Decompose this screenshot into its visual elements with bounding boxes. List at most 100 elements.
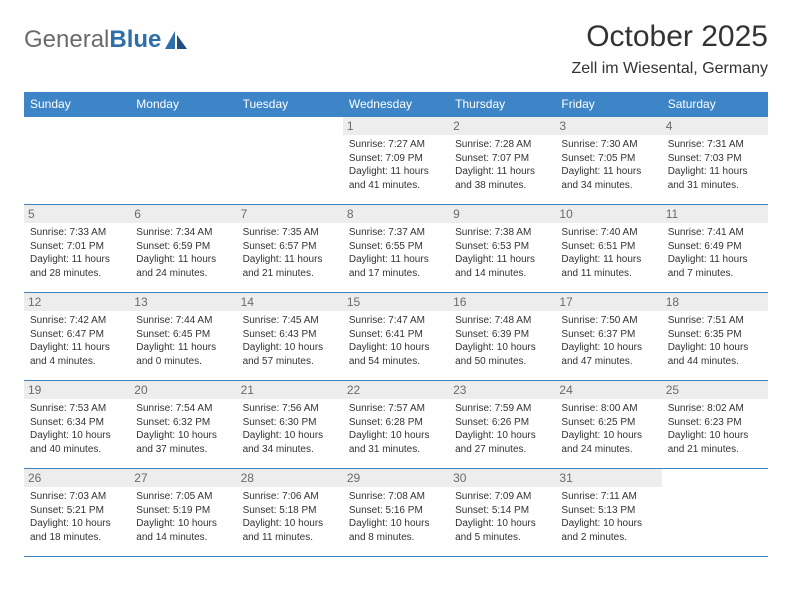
weekday-header: Friday [555, 92, 661, 117]
calendar-body: 1 Sunrise: 7:27 AMSunset: 7:09 PMDaylight… [24, 117, 768, 557]
day-info: Sunrise: 7:45 AMSunset: 6:43 PMDaylight:… [243, 314, 337, 368]
daylight-line: Daylight: 10 hours and 2 minutes. [561, 517, 655, 544]
day-info: Sunrise: 7:06 AMSunset: 5:18 PMDaylight:… [243, 490, 337, 544]
daylight-line: Daylight: 10 hours and 40 minutes. [30, 429, 124, 456]
day-number: 28 [237, 469, 343, 487]
sunset-line: Sunset: 5:13 PM [561, 504, 655, 518]
day-number: 12 [24, 293, 130, 311]
sunset-line: Sunset: 5:21 PM [30, 504, 124, 518]
daylight-line: Daylight: 11 hours and 21 minutes. [243, 253, 337, 280]
sunrise-line: Sunrise: 7:54 AM [136, 402, 230, 416]
day-info: Sunrise: 7:03 AMSunset: 5:21 PMDaylight:… [30, 490, 124, 544]
day-info: Sunrise: 7:44 AMSunset: 6:45 PMDaylight:… [136, 314, 230, 368]
title-block: October 2025 Zell im Wiesental, Germany [572, 20, 769, 78]
daylight-line: Daylight: 11 hours and 34 minutes. [561, 165, 655, 192]
sunrise-line: Sunrise: 7:41 AM [668, 226, 762, 240]
day-number: 27 [130, 469, 236, 487]
sunset-line: Sunset: 6:51 PM [561, 240, 655, 254]
calendar-day-cell: 7Sunrise: 7:35 AMSunset: 6:57 PMDaylight… [237, 205, 343, 293]
sunrise-line: Sunrise: 7:53 AM [30, 402, 124, 416]
day-number: 29 [343, 469, 449, 487]
sunset-line: Sunset: 6:34 PM [30, 416, 124, 430]
calendar-day-cell: 14Sunrise: 7:45 AMSunset: 6:43 PMDayligh… [237, 293, 343, 381]
sunrise-line: Sunrise: 7:50 AM [561, 314, 655, 328]
day-info: Sunrise: 7:57 AMSunset: 6:28 PMDaylight:… [349, 402, 443, 456]
daylight-line: Daylight: 11 hours and 4 minutes. [30, 341, 124, 368]
sunset-line: Sunset: 6:41 PM [349, 328, 443, 342]
daylight-line: Daylight: 10 hours and 31 minutes. [349, 429, 443, 456]
day-number: 21 [237, 381, 343, 399]
sunrise-line: Sunrise: 7:38 AM [455, 226, 549, 240]
day-info: Sunrise: 7:51 AMSunset: 6:35 PMDaylight:… [668, 314, 762, 368]
sunset-line: Sunset: 5:19 PM [136, 504, 230, 518]
sunset-line: Sunset: 6:28 PM [349, 416, 443, 430]
day-number-empty [237, 117, 343, 135]
day-info: Sunrise: 7:47 AMSunset: 6:41 PMDaylight:… [349, 314, 443, 368]
daylight-line: Daylight: 11 hours and 41 minutes. [349, 165, 443, 192]
calendar-day-cell: 21Sunrise: 7:56 AMSunset: 6:30 PMDayligh… [237, 381, 343, 469]
calendar-day-cell: 16Sunrise: 7:48 AMSunset: 6:39 PMDayligh… [449, 293, 555, 381]
day-info: Sunrise: 7:09 AMSunset: 5:14 PMDaylight:… [455, 490, 549, 544]
day-number: 25 [662, 381, 768, 399]
sunrise-line: Sunrise: 7:37 AM [349, 226, 443, 240]
day-number: 5 [24, 205, 130, 223]
calendar-day-cell: 1 Sunrise: 7:27 AMSunset: 7:09 PMDaylight… [343, 117, 449, 205]
sunset-line: Sunset: 6:55 PM [349, 240, 443, 254]
daylight-line: Daylight: 10 hours and 8 minutes. [349, 517, 443, 544]
sunset-line: Sunset: 6:25 PM [561, 416, 655, 430]
sunset-line: Sunset: 6:39 PM [455, 328, 549, 342]
daylight-line: Daylight: 10 hours and 50 minutes. [455, 341, 549, 368]
day-info: Sunrise: 7:28 AMSunset: 7:07 PMDaylight:… [455, 138, 549, 192]
day-info: Sunrise: 7:08 AMSunset: 5:16 PMDaylight:… [349, 490, 443, 544]
day-number: 8 [343, 205, 449, 223]
day-info: Sunrise: 7:38 AMSunset: 6:53 PMDaylight:… [455, 226, 549, 280]
sunrise-line: Sunrise: 7:05 AM [136, 490, 230, 504]
sunrise-line: Sunrise: 7:27 AM [349, 138, 443, 152]
logo-text: GeneralBlue [24, 26, 161, 54]
day-number: 26 [24, 469, 130, 487]
daylight-line: Daylight: 11 hours and 28 minutes. [30, 253, 124, 280]
weekday-header: Wednesday [343, 92, 449, 117]
sunrise-line: Sunrise: 7:48 AM [455, 314, 549, 328]
sunset-line: Sunset: 6:57 PM [243, 240, 337, 254]
day-number: 18 [662, 293, 768, 311]
calendar-day-cell [130, 117, 236, 205]
weekday-header: Saturday [662, 92, 768, 117]
sunrise-line: Sunrise: 8:02 AM [668, 402, 762, 416]
month-title: October 2025 [572, 20, 769, 54]
day-info: Sunrise: 7:27 AMSunset: 7:09 PMDaylight:… [349, 138, 443, 192]
day-info: Sunrise: 8:00 AMSunset: 6:25 PMDaylight:… [561, 402, 655, 456]
sunrise-line: Sunrise: 7:51 AM [668, 314, 762, 328]
calendar-day-cell: 22Sunrise: 7:57 AMSunset: 6:28 PMDayligh… [343, 381, 449, 469]
weekday-header-row: Sunday Monday Tuesday Wednesday Thursday… [24, 92, 768, 117]
calendar-day-cell: 29 Sunrise: 7:08 AMSunset: 5:16 PMDayligh… [343, 469, 449, 557]
header: GeneralBlue October 2025 Zell im Wiesent… [24, 20, 768, 78]
sunrise-line: Sunrise: 8:00 AM [561, 402, 655, 416]
sunrise-line: Sunrise: 7:09 AM [455, 490, 549, 504]
day-number: 1 [343, 117, 449, 135]
calendar-day-cell: 6Sunrise: 7:34 AMSunset: 6:59 PMDaylight… [130, 205, 236, 293]
calendar-day-cell [662, 469, 768, 557]
daylight-line: Daylight: 11 hours and 31 minutes. [668, 165, 762, 192]
day-number-empty [130, 117, 236, 135]
daylight-line: Daylight: 10 hours and 37 minutes. [136, 429, 230, 456]
calendar-week-row: 1 Sunrise: 7:27 AMSunset: 7:09 PMDaylight… [24, 117, 768, 205]
daylight-line: Daylight: 10 hours and 54 minutes. [349, 341, 443, 368]
calendar-day-cell: 30Sunrise: 7:09 AMSunset: 5:14 PMDayligh… [449, 469, 555, 557]
sunset-line: Sunset: 6:45 PM [136, 328, 230, 342]
calendar-week-row: 5Sunrise: 7:33 AMSunset: 7:01 PMDaylight… [24, 205, 768, 293]
daylight-line: Daylight: 11 hours and 38 minutes. [455, 165, 549, 192]
daylight-line: Daylight: 10 hours and 5 minutes. [455, 517, 549, 544]
calendar-day-cell: 13Sunrise: 7:44 AMSunset: 6:45 PMDayligh… [130, 293, 236, 381]
calendar-day-cell: 9Sunrise: 7:38 AMSunset: 6:53 PMDaylight… [449, 205, 555, 293]
calendar-week-row: 19Sunrise: 7:53 AMSunset: 6:34 PMDayligh… [24, 381, 768, 469]
calendar-day-cell: 18 Sunrise: 7:51 AMSunset: 6:35 PMDayligh… [662, 293, 768, 381]
sunrise-line: Sunrise: 7:06 AM [243, 490, 337, 504]
day-info: Sunrise: 7:41 AMSunset: 6:49 PMDaylight:… [668, 226, 762, 280]
day-info: Sunrise: 7:05 AMSunset: 5:19 PMDaylight:… [136, 490, 230, 544]
calendar-day-cell: 24 Sunrise: 8:00 AMSunset: 6:25 PMDayligh… [555, 381, 661, 469]
daylight-line: Daylight: 10 hours and 11 minutes. [243, 517, 337, 544]
day-number: 24 [555, 381, 661, 399]
calendar-day-cell: 4Sunrise: 7:31 AMSunset: 7:03 PMDaylight… [662, 117, 768, 205]
sunrise-line: Sunrise: 7:56 AM [243, 402, 337, 416]
